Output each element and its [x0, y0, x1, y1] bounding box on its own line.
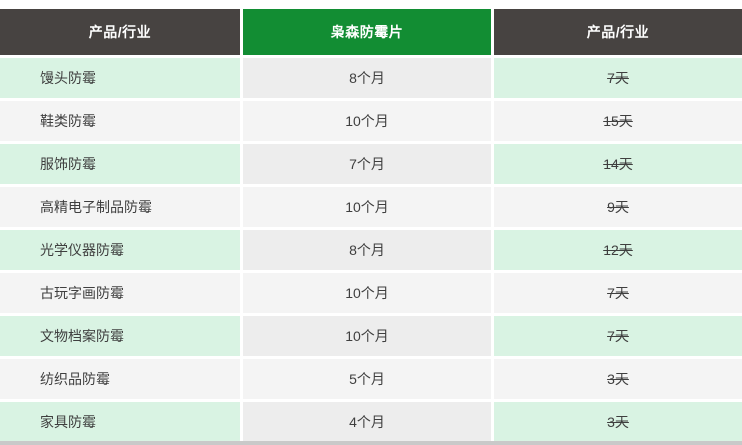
product-cell: 文物档案防霉: [0, 316, 240, 356]
anti-mold-comparison-table: 产品/行业 枭森防霉片 产品/行业 馒头防霉 8个月 7天 鞋类防霉 10个月 …: [0, 9, 742, 442]
competitor-days-cell: 9天: [494, 187, 742, 227]
brand-duration-cell: 8个月: [243, 58, 491, 98]
product-cell: 鞋类防霉: [0, 101, 240, 141]
competitor-days-cell: 3天: [494, 359, 742, 399]
brand-duration-cell: 10个月: [243, 273, 491, 313]
table-header-row: 产品/行业 枭森防霉片 产品/行业: [0, 9, 742, 55]
competitor-days-cell: 15天: [494, 101, 742, 141]
bottom-divider: [0, 441, 742, 445]
table-row: 服饰防霉 7个月 14天: [0, 144, 742, 184]
competitor-days-cell: 14天: [494, 144, 742, 184]
brand-duration-cell: 10个月: [243, 316, 491, 356]
product-cell: 古玩字画防霉: [0, 273, 240, 313]
table-row: 光学仪器防霉 8个月 12天: [0, 230, 742, 270]
brand-duration-cell: 10个月: [243, 101, 491, 141]
table-row: 鞋类防霉 10个月 15天: [0, 101, 742, 141]
table-row: 高精电子制品防霉 10个月 9天: [0, 187, 742, 227]
brand-duration-cell: 7个月: [243, 144, 491, 184]
table-body: 馒头防霉 8个月 7天 鞋类防霉 10个月 15天 服饰防霉 7个月 14天 高…: [0, 58, 742, 442]
table-row: 古玩字画防霉 10个月 7天: [0, 273, 742, 313]
brand-duration-cell: 4个月: [243, 402, 491, 442]
product-cell: 馒头防霉: [0, 58, 240, 98]
brand-duration-cell: 10个月: [243, 187, 491, 227]
product-cell: 光学仪器防霉: [0, 230, 240, 270]
product-cell: 纺织品防霉: [0, 359, 240, 399]
table-row: 家具防霉 4个月 3天: [0, 402, 742, 442]
product-cell: 服饰防霉: [0, 144, 240, 184]
table-row: 纺织品防霉 5个月 3天: [0, 359, 742, 399]
competitor-days-cell: 7天: [494, 316, 742, 356]
brand-duration-cell: 8个月: [243, 230, 491, 270]
product-cell: 高精电子制品防霉: [0, 187, 240, 227]
competitor-days-cell: 3天: [494, 402, 742, 442]
brand-duration-cell: 5个月: [243, 359, 491, 399]
header-product-industry-left: 产品/行业: [0, 9, 240, 55]
header-brand-antimold-tablet: 枭森防霉片: [243, 9, 491, 55]
table-row: 文物档案防霉 10个月 7天: [0, 316, 742, 356]
competitor-days-cell: 12天: [494, 230, 742, 270]
table-row: 馒头防霉 8个月 7天: [0, 58, 742, 98]
product-cell: 家具防霉: [0, 402, 240, 442]
competitor-days-cell: 7天: [494, 273, 742, 313]
competitor-days-cell: 7天: [494, 58, 742, 98]
header-product-industry-right: 产品/行业: [494, 9, 742, 55]
